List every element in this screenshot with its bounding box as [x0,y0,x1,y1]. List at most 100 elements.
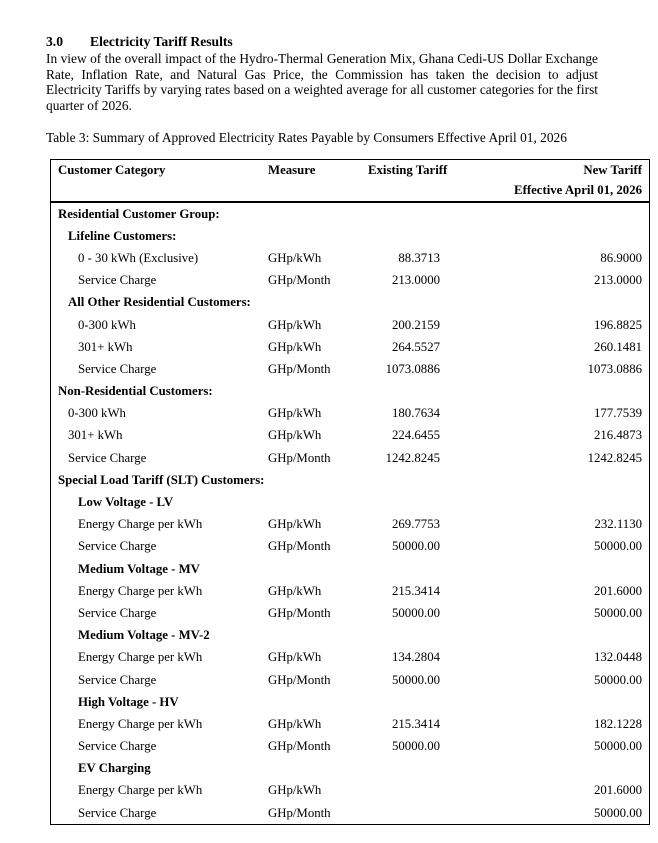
table-header: Customer Category Measure Existing Tarif… [51,160,649,203]
cell-existing-tariff: 269.7753 [392,517,440,532]
cell-customer-category: Medium Voltage - MV-2 [78,628,210,643]
cell-measure: GHp/kWh [268,650,322,665]
cell-new-tariff: 177.7539 [594,406,642,421]
table-row: Lifeline Customers: [51,225,649,247]
cell-existing-tariff: 215.3414 [392,716,440,731]
cell-customer-category: EV Charging [78,761,151,776]
table-row: Energy Charge per kWh GHp/kWh 269.7753 2… [51,514,649,536]
cell-measure: GHp/Month [268,539,331,554]
table-row: Energy Charge per kWh GHp/kWh 134.2804 1… [51,647,649,669]
cell-customer-category: Service Charge [78,672,157,687]
cell-new-tariff: 216.4873 [594,428,642,443]
cell-customer-category: 301+ kWh [78,339,133,354]
cell-new-tariff: 260.1481 [594,339,642,354]
header-customer-category: Customer Category [58,162,166,177]
table-row: Special Load Tariff (SLT) Customers: [51,469,649,491]
cell-measure: GHp/kWh [268,428,322,443]
cell-existing-tariff: 1073.0886 [385,361,440,376]
cell-customer-category: Energy Charge per kWh [78,716,203,731]
cell-existing-tariff: 88.3713 [398,250,440,265]
cell-new-tariff: 232.1130 [594,517,642,532]
table-row: 301+ kWh GHp/kWh 264.5527 260.1481 [51,336,649,358]
table-row: Service Charge GHp/Month 1242.8245 1242.… [51,447,649,469]
table-header-row-1: Customer Category Measure Existing Tarif… [51,160,649,181]
table-header-row-2: Effective April 01, 2026 [51,181,649,202]
cell-measure: GHp/Month [268,672,331,687]
table-row: Service Charge GHp/Month 50000.00 [51,802,649,824]
table-caption: Table 3: Summary of Approved Electricity… [46,130,567,145]
cell-existing-tariff: 50000.00 [392,539,440,554]
cell-customer-category: Energy Charge per kWh [78,583,203,598]
cell-new-tariff: 50000.00 [594,739,642,754]
cell-existing-tariff: 200.2159 [392,317,440,332]
cell-existing-tariff: 50000.00 [392,605,440,620]
cell-measure: GHp/kWh [268,716,322,731]
document-page: 3.0 Electricity Tariff Results In view of… [46,34,650,826]
cell-customer-category: All Other Residential Customers: [68,295,251,310]
table-row: Medium Voltage - MV [51,558,649,580]
cell-customer-category: Non-Residential Customers: [58,384,213,399]
cell-measure: GHp/kWh [268,406,322,421]
cell-new-tariff: 86.9000 [600,250,642,265]
cell-measure: GHp/kWh [268,250,322,265]
cell-customer-category: 0-300 kWh [68,406,126,421]
cell-measure: GHp/Month [268,361,331,376]
cell-customer-category: Medium Voltage - MV [78,561,200,576]
cell-new-tariff: 1242.8245 [587,450,642,465]
tariff-table-body: Residential Customer Group: Lifeline Cus… [51,203,649,824]
tariff-table: Customer Category Measure Existing Tarif… [50,159,650,826]
cell-customer-category: Service Charge [78,273,157,288]
cell-new-tariff: 132.0448 [594,650,642,665]
table-row: Residential Customer Group: [51,203,649,225]
table-row: EV Charging [51,758,649,780]
cell-customer-category: Service Charge [78,539,157,554]
cell-customer-category: Service Charge [68,450,147,465]
cell-new-tariff: 50000.00 [594,539,642,554]
cell-measure: GHp/kWh [268,317,322,332]
cell-new-tariff: 50000.00 [594,605,642,620]
cell-existing-tariff: 215.3414 [392,583,440,598]
table-row: Service Charge GHp/Month 50000.00 50000.… [51,602,649,624]
cell-existing-tariff: 213.0000 [392,273,440,288]
table-row: Energy Charge per kWh GHp/kWh 215.3414 1… [51,713,649,735]
cell-measure: GHp/kWh [268,583,322,598]
table-row: Service Charge GHp/Month 213.0000 213.00… [51,270,649,292]
table-row: Non-Residential Customers: [51,381,649,403]
cell-customer-category: High Voltage - HV [78,694,179,709]
table-row: All Other Residential Customers: [51,292,649,314]
cell-existing-tariff: 134.2804 [392,650,440,665]
table-row: High Voltage - HV [51,691,649,713]
cell-measure: GHp/Month [268,273,331,288]
cell-new-tariff: 182.1228 [594,716,642,731]
intro-paragraph: In view of the overall impact of the Hyd… [46,51,598,113]
cell-existing-tariff: 50000.00 [392,739,440,754]
cell-measure: GHp/kWh [268,339,322,354]
cell-new-tariff: 213.0000 [594,273,642,288]
cell-customer-category: Service Charge [78,739,157,754]
cell-customer-category: Special Load Tariff (SLT) Customers: [58,472,265,487]
cell-measure: GHp/Month [268,450,331,465]
cell-customer-category: Service Charge [78,361,157,376]
cell-measure: GHp/Month [268,605,331,620]
table-row: Service Charge GHp/Month 50000.00 50000.… [51,736,649,758]
section-number: 3.0 [46,34,63,49]
cell-existing-tariff: 50000.00 [392,672,440,687]
table-row: 301+ kWh GHp/kWh 224.6455 216.4873 [51,425,649,447]
cell-customer-category: 301+ kWh [68,428,123,443]
section-heading: 3.0 Electricity Tariff Results [46,34,612,50]
table-row: 0-300 kWh GHp/kWh 180.7634 177.7539 [51,403,649,425]
cell-customer-category: 0 - 30 kWh (Exclusive) [78,250,199,265]
table-row: Energy Charge per kWh GHp/kWh 201.6000 [51,780,649,802]
cell-measure: GHp/Month [268,805,331,820]
cell-new-tariff: 50000.00 [594,672,642,687]
cell-measure: GHp/kWh [268,783,322,798]
cell-existing-tariff: 264.5527 [392,339,440,354]
cell-new-tariff: 1073.0886 [587,361,642,376]
table-row: 0 - 30 kWh (Exclusive) GHp/kWh 88.3713 8… [51,247,649,269]
cell-customer-category: Residential Customer Group: [58,206,220,221]
table-row: Energy Charge per kWh GHp/kWh 215.3414 2… [51,580,649,602]
header-measure: Measure [268,162,316,177]
cell-new-tariff: 50000.00 [594,805,642,820]
cell-customer-category: Energy Charge per kWh [78,783,203,798]
header-new-tariff-subtitle: Effective April 01, 2026 [514,183,642,198]
